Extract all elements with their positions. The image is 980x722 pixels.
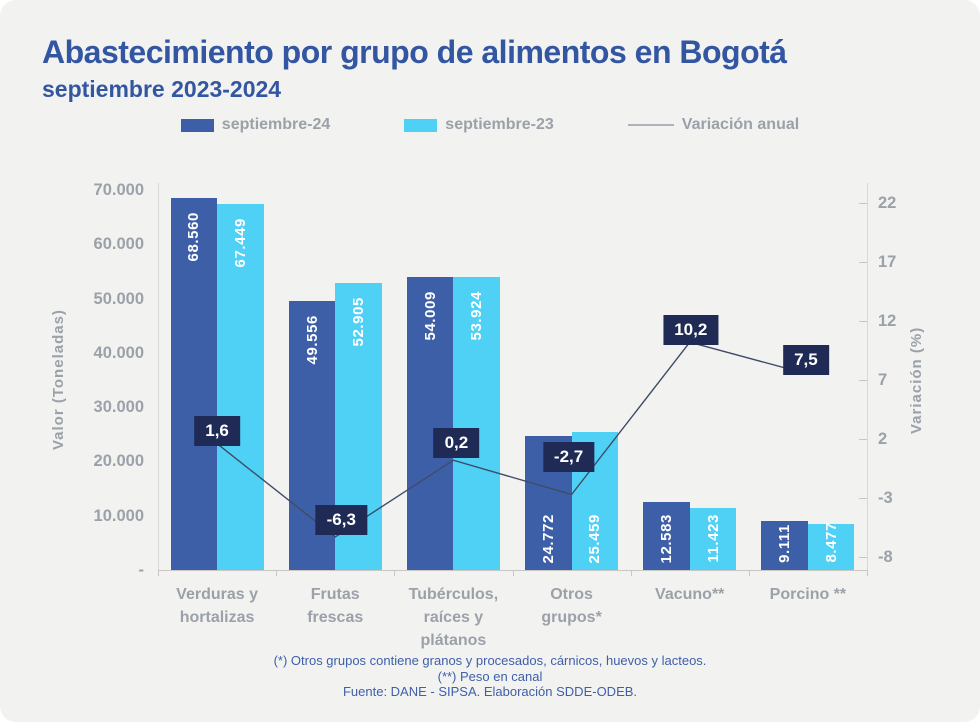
bar-value-label: 52.905 xyxy=(350,296,367,347)
y-axis-title-right: Variación (%) xyxy=(908,326,925,434)
x-axis-tickmark xyxy=(158,570,159,576)
legend-item-septiembre-24: septiembre-24 xyxy=(180,116,331,134)
y-axis-tick-label-left: 60.000 xyxy=(93,235,144,254)
x-axis-tickmark xyxy=(394,570,396,576)
footnote-otros-grupos: (*) Otros grupos contiene granos y proce… xyxy=(273,653,707,668)
y-axis-tickmark-right xyxy=(859,262,867,263)
legend-swatch-variacion-line-icon xyxy=(627,124,674,126)
category-label-6: Porcino ** xyxy=(769,586,847,603)
bar-septiembre-23-5: 11.423 xyxy=(689,507,737,570)
bar-value-label: 12.583 xyxy=(658,513,675,563)
bar-value-label: 53.924 xyxy=(468,291,486,341)
y-axis-tick-label-right: -3 xyxy=(878,489,893,507)
bar-value-label: 67.449 xyxy=(231,217,249,268)
bar-value-label: 9.111 xyxy=(776,524,794,563)
bar-septiembre-23-3: 53.924 xyxy=(453,277,500,570)
page-title: Abastecimiento por grupo de alimentos en… xyxy=(42,34,787,70)
y-axis-tickmark-right xyxy=(859,380,867,381)
variation-point-label-6: 7,5 xyxy=(783,345,829,376)
bar-septiembre-23-1: 67.449 xyxy=(217,203,264,570)
y-axis-line-right xyxy=(867,183,868,571)
y-axis-tick-label-left: 30.000 xyxy=(93,398,144,417)
footnote-peso-en-canal: (**) Peso en canal xyxy=(437,668,543,684)
y-axis-tick-label-left: 70.000 xyxy=(93,181,144,199)
variation-point-label-1: 1,6 xyxy=(194,415,240,446)
y-axis-tickmark-right xyxy=(859,557,867,558)
y-axis-line-left xyxy=(158,183,159,571)
legend-item-variacion-anual: Variación anual xyxy=(627,116,800,134)
bar-septiembre-24-1: 68.560 xyxy=(170,197,218,570)
y-axis-tick-label-right: 22 xyxy=(878,194,897,212)
y-axis-tickmark-right xyxy=(859,321,867,322)
y-axis-tick-label-right: 12 xyxy=(878,312,897,330)
x-axis-tickmark xyxy=(512,570,514,576)
variation-point-label-4: -2,7 xyxy=(542,442,595,473)
footnote-source: Fuente: DANE - SIPSA. Elaboración SDDE-O… xyxy=(342,684,638,699)
category-label-5: Vacuno** xyxy=(655,586,725,603)
x-axis-tickmark xyxy=(630,570,632,576)
category-label-2: Frutas frescas xyxy=(307,586,364,627)
bar-value-label: 25.459 xyxy=(586,513,604,563)
variation-point-label-5: 10,2 xyxy=(663,315,719,346)
category-label-3: Tubérculos, raíces y plátanos xyxy=(408,586,499,650)
bar-value-label: 11.423 xyxy=(704,514,722,563)
legend: septiembre-24 septiembre-23 Variación an… xyxy=(0,116,980,134)
y-axis-tick-label-right: -8 xyxy=(878,548,893,566)
y-axis-tick-label-left: 20.000 xyxy=(93,452,144,471)
y-axis-tickmark-right xyxy=(859,498,867,499)
x-axis-tickmark xyxy=(748,570,750,576)
legend-label-septiembre-24: septiembre-24 xyxy=(221,116,331,133)
bar-value-label: 8.477 xyxy=(822,522,840,563)
y-axis-tick-label-right: 17 xyxy=(878,253,897,271)
y-axis-tick-label-left: 40.000 xyxy=(93,343,144,362)
bar-value-label: 68.560 xyxy=(185,211,203,262)
bar-value-label: 49.556 xyxy=(303,314,321,365)
bar-septiembre-24-5: 12.583 xyxy=(643,501,690,570)
bar-septiembre-23-6: 8.477 xyxy=(807,522,855,570)
footnotes: (*) Otros grupos contiene granos y proce… xyxy=(0,653,980,700)
legend-item-septiembre-23: septiembre-23 xyxy=(404,116,554,134)
legend-label-septiembre-23: septiembre-23 xyxy=(445,116,554,133)
bar-septiembre-24-6: 9.111 xyxy=(761,520,808,570)
legend-swatch-septiembre-24-icon xyxy=(180,118,214,132)
bar-septiembre-24-3: 54.009 xyxy=(406,276,454,570)
variation-point-label-3: 0,2 xyxy=(433,428,480,459)
x-axis-tickmark xyxy=(276,570,278,576)
y-axis-tickmark-right xyxy=(859,439,867,440)
category-label-4: Otros grupos* xyxy=(541,586,602,627)
y-axis-tick-label-left: - xyxy=(138,561,145,579)
y-axis-tick-label-right: 7 xyxy=(878,371,888,389)
legend-swatch-septiembre-23-icon xyxy=(404,118,438,132)
bar-value-label: 24.772 xyxy=(539,513,557,563)
y-axis-tick-label-left: 50.000 xyxy=(93,289,144,308)
y-axis-tickmark-right xyxy=(859,203,867,204)
category-label-1: Verduras y hortalizas xyxy=(176,586,258,627)
chart-subtitle: septiembre 2023-2024 xyxy=(42,76,282,102)
y-axis-tick-label-left: 10.000 xyxy=(93,506,144,525)
y-axis-tick-label-right: 2 xyxy=(878,430,888,448)
legend-label-variacion-anual: Variación anual xyxy=(681,116,800,133)
x-axis-tickmark xyxy=(867,570,868,576)
variation-point-label-2: -6,3 xyxy=(315,504,367,535)
bar-value-label: 54.009 xyxy=(421,290,439,341)
